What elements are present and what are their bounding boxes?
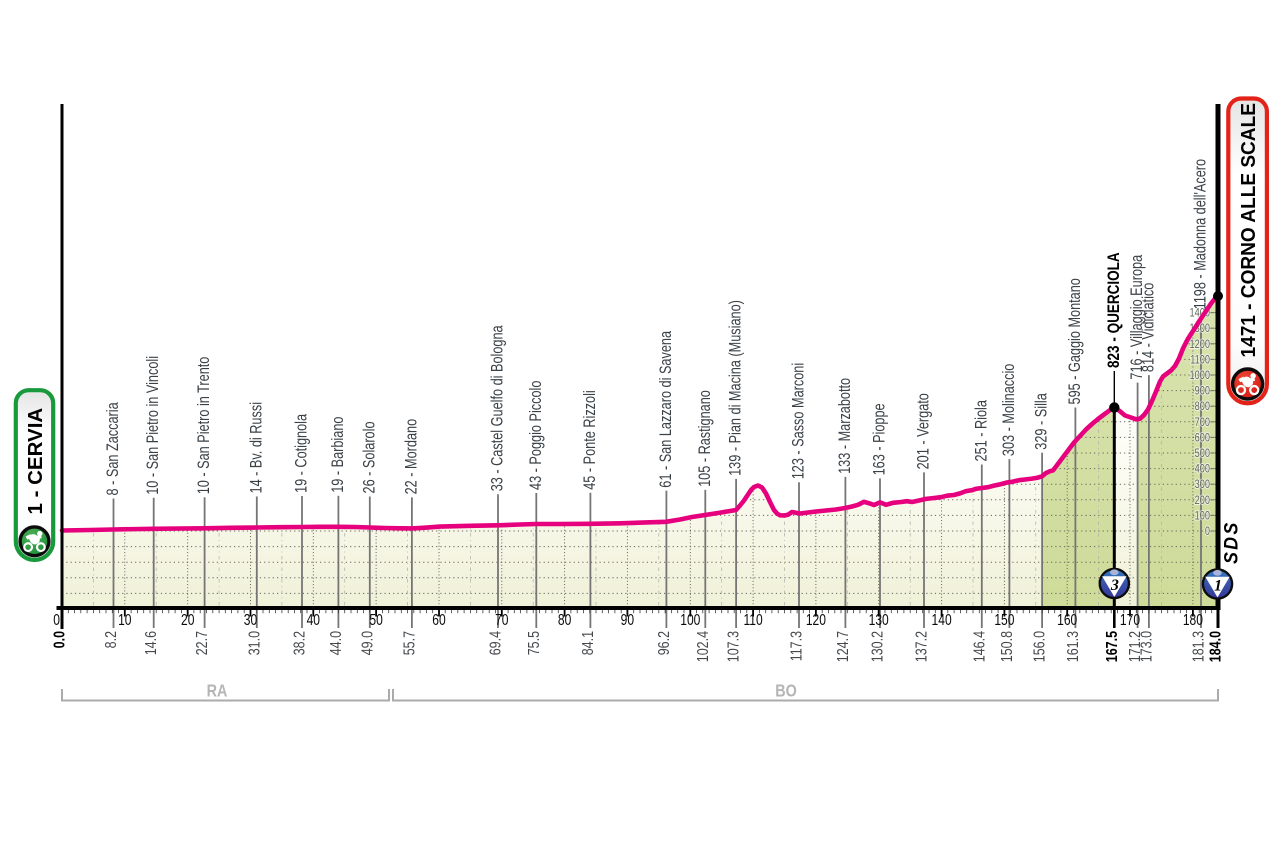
svg-text:251 - Riola: 251 - Riola (973, 399, 991, 461)
svg-text:0: 0 (53, 611, 60, 629)
svg-text:120: 120 (806, 611, 826, 629)
svg-text:700: 700 (1195, 416, 1210, 429)
svg-text:84.1: 84.1 (580, 631, 598, 655)
svg-text:303 - Molinaccio: 303 - Molinaccio (1000, 364, 1018, 456)
svg-text:49.0: 49.0 (359, 631, 377, 655)
svg-text:167.5: 167.5 (1103, 631, 1121, 662)
svg-text:61 - San Lazzaro di Savena: 61 - San Lazzaro di Savena (657, 330, 675, 487)
svg-text:0: 0 (1205, 525, 1210, 538)
svg-text:173.0: 173.0 (1138, 631, 1156, 662)
svg-text:146.4: 146.4 (971, 631, 989, 662)
svg-text:1000: 1000 (1190, 369, 1211, 382)
svg-text:107.3: 107.3 (725, 631, 743, 662)
svg-text:1 - CERVIA: 1 - CERVIA (24, 408, 47, 515)
svg-text:400: 400 (1195, 463, 1210, 476)
svg-text:150: 150 (994, 611, 1014, 629)
svg-text:22 - Mordano: 22 - Mordano (403, 419, 421, 495)
svg-text:140: 140 (932, 611, 952, 629)
svg-text:0.0: 0.0 (51, 631, 69, 648)
svg-text:70: 70 (495, 611, 509, 629)
svg-text:60: 60 (432, 611, 446, 629)
svg-text:80: 80 (558, 611, 572, 629)
svg-text:1471 - CORNO ALLE SCALE: 1471 - CORNO ALLE SCALE (1237, 103, 1260, 357)
svg-text:161.3: 161.3 (1065, 631, 1083, 662)
svg-text:595 - Gaggio Montano: 595 - Gaggio Montano (1066, 278, 1084, 404)
svg-text:1198 - Madonna dell'Acero: 1198 - Madonna dell'Acero (1192, 159, 1210, 309)
svg-text:900: 900 (1195, 385, 1210, 398)
svg-text:14 - Bv. di Russi: 14 - Bv. di Russi (248, 402, 266, 494)
svg-text:96.2: 96.2 (656, 631, 674, 655)
svg-text:10 - San Pietro in Vincoli: 10 - San Pietro in Vincoli (145, 356, 163, 495)
svg-text:55.7: 55.7 (401, 631, 419, 655)
svg-text:30: 30 (244, 611, 258, 629)
svg-text:814 - Vidiciatico: 814 - Vidiciatico (1140, 283, 1158, 372)
svg-text:BO: BO (775, 682, 797, 701)
svg-text:600: 600 (1195, 431, 1210, 444)
svg-text:100: 100 (1195, 509, 1210, 522)
svg-text:130: 130 (869, 611, 889, 629)
svg-text:160: 160 (1057, 611, 1077, 629)
svg-text:100: 100 (680, 611, 700, 629)
svg-text:500: 500 (1195, 447, 1210, 460)
svg-text:20: 20 (181, 611, 195, 629)
svg-text:133 - Marzabotto: 133 - Marzabotto (836, 378, 854, 474)
svg-text:156.0: 156.0 (1031, 631, 1049, 662)
svg-text:90: 90 (621, 611, 635, 629)
svg-text:50: 50 (369, 611, 383, 629)
svg-text:3: 3 (1110, 577, 1119, 594)
svg-text:201 - Vergato: 201 - Vergato (915, 393, 933, 469)
svg-text:10 - San Pietro in Trento: 10 - San Pietro in Trento (196, 357, 214, 495)
svg-text:180: 180 (1183, 611, 1203, 629)
svg-text:150.8: 150.8 (999, 631, 1017, 662)
svg-text:163 - Pioppe: 163 - Pioppe (871, 403, 889, 475)
svg-text:19 - Cotignola: 19 - Cotignola (293, 413, 311, 493)
svg-text:110: 110 (743, 611, 762, 629)
svg-text:139 - Pian di Macina (Musiano): 139 - Pian di Macina (Musiano) (727, 300, 745, 476)
svg-text:38.2: 38.2 (291, 631, 309, 655)
svg-text:SDS: SDS (1220, 521, 1242, 564)
svg-text:44.0: 44.0 (328, 631, 346, 655)
svg-text:800: 800 (1195, 400, 1210, 413)
svg-text:RA: RA (207, 682, 228, 701)
svg-text:22.7: 22.7 (194, 631, 212, 655)
svg-text:69.4: 69.4 (487, 631, 505, 655)
svg-text:170: 170 (1120, 611, 1140, 629)
svg-text:329 - Silla: 329 - Silla (1033, 393, 1051, 450)
svg-text:124.7: 124.7 (835, 631, 853, 662)
svg-text:1100: 1100 (1190, 353, 1210, 366)
svg-text:181.3: 181.3 (1190, 631, 1208, 662)
svg-text:1: 1 (1214, 577, 1222, 594)
svg-text:102.4: 102.4 (694, 631, 712, 662)
svg-text:31.0: 31.0 (246, 631, 264, 655)
svg-text:130.2: 130.2 (869, 631, 887, 662)
svg-text:200: 200 (1195, 494, 1210, 507)
svg-text:33 - Castel Guelfo di Bologna: 33 - Castel Guelfo di Bologna (489, 325, 507, 492)
svg-text:137.2: 137.2 (913, 631, 931, 662)
svg-text:823 - QUERCIOLA: 823 - QUERCIOLA (1105, 252, 1124, 368)
svg-text:300: 300 (1195, 478, 1210, 491)
svg-text:171.2: 171.2 (1127, 631, 1145, 662)
svg-text:716 - Villaggio Europa: 716 - Villaggio Europa (1129, 254, 1147, 379)
svg-text:40: 40 (307, 611, 321, 629)
svg-text:8 - San Zaccaria: 8 - San Zaccaria (105, 402, 123, 496)
svg-text:117.3: 117.3 (788, 631, 806, 661)
svg-text:1200: 1200 (1190, 338, 1211, 351)
svg-text:10: 10 (118, 611, 132, 629)
svg-text:75.5: 75.5 (525, 631, 543, 655)
svg-text:45 - Ponte Rizzoli: 45 - Ponte Rizzoli (581, 390, 599, 490)
svg-text:26 - Solarolo: 26 - Solarolo (361, 421, 379, 493)
svg-text:8.2: 8.2 (103, 631, 121, 648)
svg-text:123 - Sasso Marconi: 123 - Sasso Marconi (790, 363, 808, 479)
svg-text:14.6: 14.6 (143, 631, 161, 655)
svg-text:19 - Barbiano: 19 - Barbiano (329, 417, 347, 493)
svg-text:184.0: 184.0 (1207, 631, 1225, 662)
svg-text:43 - Poggio Piccolo: 43 - Poggio Piccolo (527, 381, 545, 490)
svg-text:105 - Rastignano: 105 - Rastignano (696, 390, 714, 487)
